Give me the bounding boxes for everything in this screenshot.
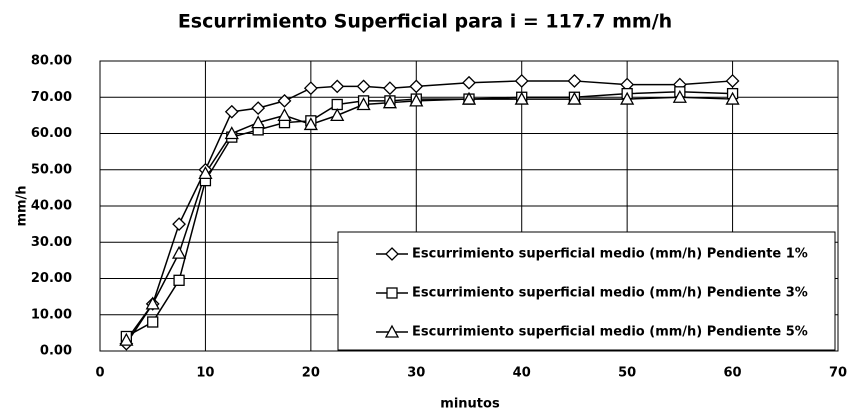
marker <box>386 287 398 299</box>
y-tick-label: 0.00 <box>40 344 72 359</box>
marker <box>383 81 397 96</box>
marker <box>567 91 582 105</box>
marker <box>725 91 740 105</box>
marker <box>567 74 582 88</box>
legend-label: Escurrimiento superficial medio (mm/h) P… <box>412 247 808 262</box>
marker <box>224 126 239 140</box>
marker <box>409 79 424 94</box>
marker <box>198 166 213 180</box>
marker <box>224 104 239 119</box>
marker <box>331 98 343 111</box>
marker <box>385 247 399 261</box>
marker <box>172 217 186 232</box>
x-tick-label: 40 <box>513 366 531 381</box>
x-axis-label: minutos <box>440 397 500 412</box>
marker <box>277 108 292 122</box>
legend-label: Escurrimiento superficial medio (mm/h) P… <box>412 325 808 340</box>
marker <box>303 81 318 96</box>
marker <box>251 101 266 116</box>
legend-label: Escurrimiento superficial medio (mm/h) P… <box>412 286 808 301</box>
marker <box>251 115 266 129</box>
marker <box>384 324 400 338</box>
series-line <box>125 91 733 338</box>
x-tick-label: 0 <box>95 366 104 381</box>
y-tick-label: 50.00 <box>31 162 72 177</box>
marker <box>303 117 318 131</box>
marker <box>514 91 529 105</box>
x-tick-label: 10 <box>196 366 214 381</box>
marker <box>356 97 371 111</box>
marker <box>672 89 687 103</box>
y-tick-label: 60.00 <box>31 126 72 141</box>
y-tick-label: 70.00 <box>31 90 72 105</box>
marker <box>330 79 345 94</box>
y-tick-label: 80.00 <box>31 54 72 69</box>
y-tick-label: 20.00 <box>31 271 72 286</box>
series-line <box>125 96 733 341</box>
marker <box>462 75 476 90</box>
marker <box>173 274 185 286</box>
y-axis-label: mm/h <box>15 185 30 226</box>
chart-title: Escurrimiento Superficial para i = 117.7… <box>178 11 672 33</box>
x-tick-label: 70 <box>829 366 847 381</box>
legend-box <box>337 231 836 351</box>
marker <box>119 332 134 346</box>
y-tick-label: 40.00 <box>31 199 72 214</box>
x-tick-label: 50 <box>618 366 636 381</box>
marker <box>461 91 477 105</box>
marker <box>382 95 398 109</box>
marker <box>147 316 159 328</box>
marker <box>514 74 529 88</box>
marker <box>620 91 635 105</box>
marker <box>277 93 292 108</box>
marker <box>145 296 160 310</box>
marker <box>356 79 371 94</box>
x-tick-label: 30 <box>407 366 425 381</box>
y-tick-label: 30.00 <box>31 235 72 250</box>
y-tick-label: 10.00 <box>31 307 72 322</box>
marker <box>409 93 424 107</box>
marker <box>171 245 187 259</box>
marker <box>330 108 345 122</box>
legend: Escurrimiento superficial medio (mm/h) P… <box>337 231 836 351</box>
x-tick-label: 60 <box>724 366 742 381</box>
x-tick-label: 20 <box>302 366 320 381</box>
marker <box>725 74 740 88</box>
